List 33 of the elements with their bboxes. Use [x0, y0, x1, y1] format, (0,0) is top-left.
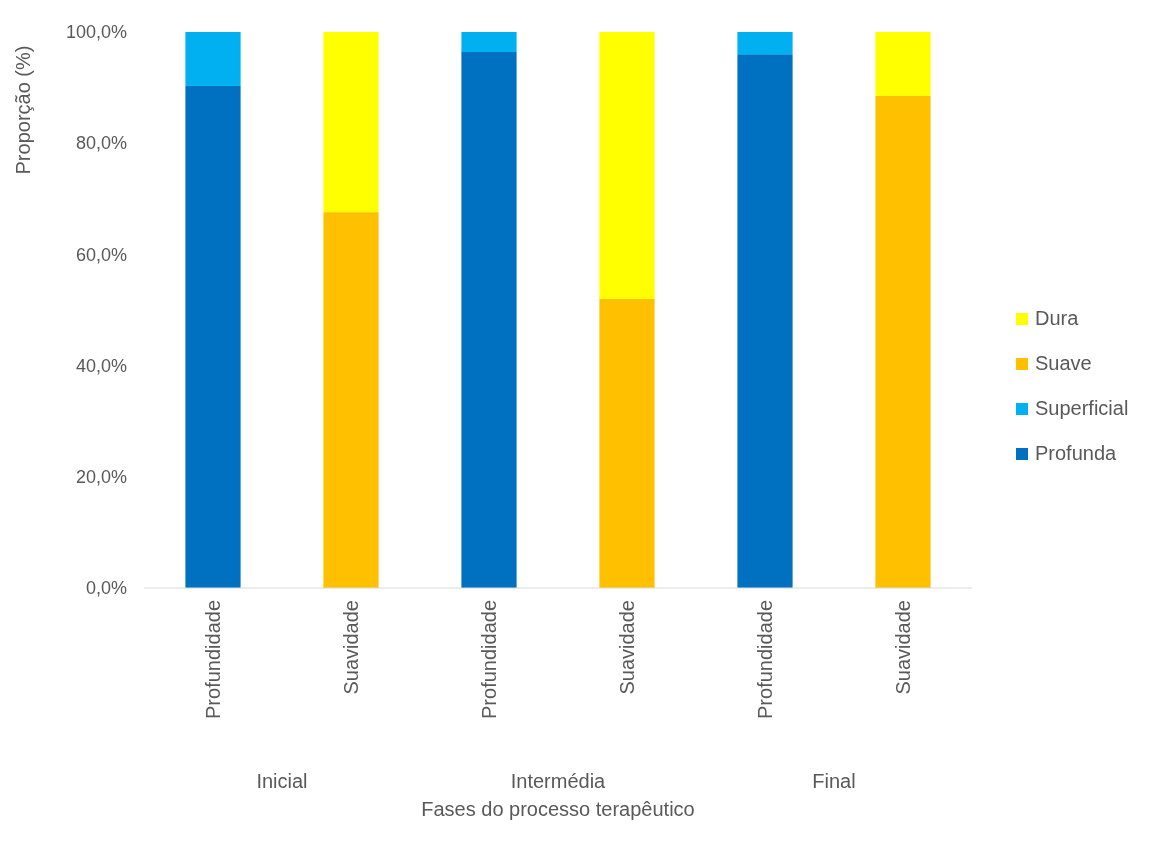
bar: [737, 54, 793, 588]
bar: [737, 32, 793, 55]
y-axis-title: Proporção (%): [12, 45, 34, 175]
bar: [185, 32, 241, 86]
y-tick-label: 0,0%: [85, 578, 127, 599]
bar: [875, 32, 931, 96]
bar: [323, 212, 379, 588]
y-tick-label: 40,0%: [75, 355, 127, 376]
bar: [461, 32, 517, 53]
x-tick-label: Suavidade: [340, 600, 362, 695]
x-tick-label: Profundidade: [478, 600, 500, 719]
legend-label: Suave: [1035, 352, 1092, 374]
x-axis-title: Fases do processo terapêutico: [421, 798, 695, 820]
bar: [461, 52, 517, 588]
legend-label: Profunda: [1035, 442, 1118, 464]
x-tick-label: Suavidade: [616, 600, 638, 695]
bar: [599, 298, 655, 588]
text: Inicial: [256, 770, 308, 792]
y-tick-label: 100,0%: [65, 22, 127, 43]
bar: [875, 95, 931, 588]
legend-label: Dura: [1035, 307, 1080, 329]
text: Final: [812, 770, 856, 792]
text: Intermédia: [510, 770, 607, 792]
y-tick-label: 80,0%: [75, 133, 127, 154]
x-tick-label: Profundidade: [202, 600, 224, 719]
bar: [185, 85, 241, 588]
x-tick-label: Profundidade: [754, 600, 776, 719]
y-tick-label: 20,0%: [75, 467, 127, 488]
y-tick-label: 60,0%: [75, 244, 127, 265]
legend-label: Superficial: [1035, 397, 1129, 419]
x-tick-label: Suavidade: [892, 600, 914, 695]
bar: [323, 32, 379, 213]
bar: [599, 32, 655, 299]
